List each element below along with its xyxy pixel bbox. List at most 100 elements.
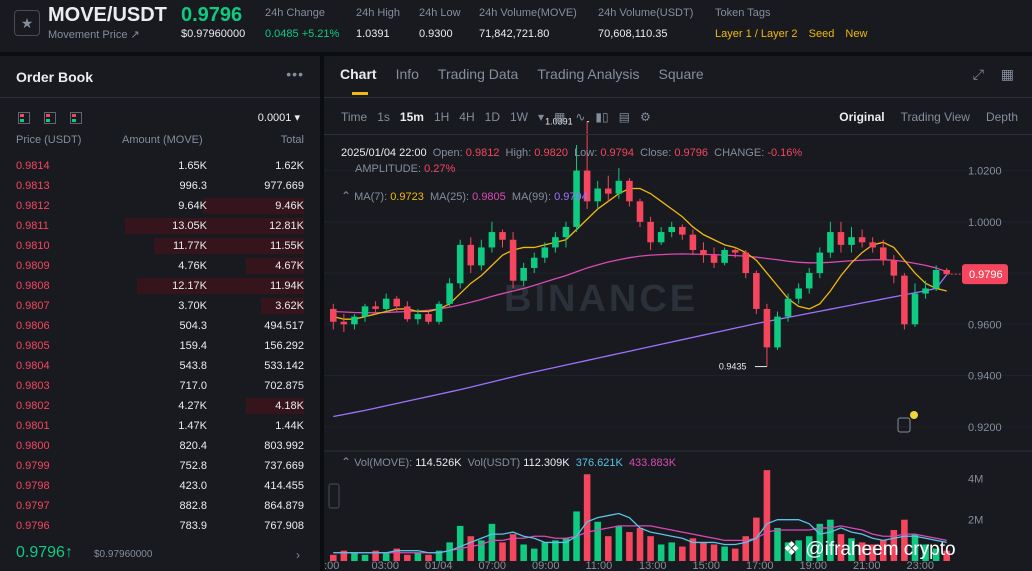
ohlc-close: 0.9796 <box>674 147 709 159</box>
view-trading-view[interactable]: Trading View <box>900 110 970 124</box>
ask-total: 4.18K <box>275 400 304 412</box>
fullscreen-icon[interactable]: ⤢ <box>972 66 984 82</box>
indicator-icon[interactable]: ∿ <box>575 110 586 124</box>
layout-grid-icon[interactable]: ▦ <box>1000 66 1014 82</box>
ask-row[interactable]: 0.9811 13.05K 12.81K <box>0 216 320 236</box>
candle-body <box>393 298 401 307</box>
ask-row[interactable]: 0.9812 9.64K 9.46K <box>0 196 320 216</box>
ask-row[interactable]: 0.9796 783.9 767.908 <box>0 516 320 536</box>
tab-trading-analysis[interactable]: Trading Analysis <box>537 66 640 82</box>
ask-row[interactable]: 0.9797 882.8 864.879 <box>0 496 320 516</box>
ask-amount: 13.05K <box>172 220 207 232</box>
tag-seed[interactable]: Seed <box>808 28 835 40</box>
ask-row[interactable]: 0.9802 4.27K 4.18K <box>0 396 320 416</box>
candle-body <box>837 232 845 245</box>
volume-bar <box>805 536 813 561</box>
ask-amount: 9.64K <box>178 200 207 212</box>
volume-bar <box>657 544 665 561</box>
volume-bar <box>509 534 517 561</box>
interval-time[interactable]: Time <box>341 110 368 124</box>
ask-total: 977.669 <box>264 180 304 192</box>
more-icon[interactable]: ••• <box>286 66 304 82</box>
symbol-subtitle[interactable]: Movement Price ↗ <box>48 29 140 41</box>
star-icon[interactable]: ★ <box>14 10 40 36</box>
ask-amount: 1.65K <box>178 160 207 172</box>
ask-row[interactable]: 0.9808 12.17K 11.94K <box>0 276 320 296</box>
ask-amount: 3.70K <box>178 300 207 312</box>
ask-amount: 717.0 <box>179 380 207 392</box>
ask-total: 767.908 <box>264 520 304 532</box>
drawing-tools-icon[interactable]: ▤ <box>618 110 630 124</box>
interval-4h[interactable]: 4H <box>459 110 475 124</box>
candle-body <box>414 314 422 320</box>
last-price: 0.9796 <box>181 4 243 26</box>
ask-price: 0.9805 <box>16 340 50 352</box>
ask-row[interactable]: 0.9809 4.76K 4.67K <box>0 256 320 276</box>
notification-dot <box>910 411 918 419</box>
ask-price: 0.9808 <box>16 280 50 292</box>
chevron-right-icon[interactable]: › <box>296 548 300 562</box>
ask-total: 4.67K <box>275 260 304 272</box>
tab-square[interactable]: Square <box>658 66 704 82</box>
chevron-down-icon[interactable]: ▾ <box>537 110 545 124</box>
ask-row[interactable]: 0.9799 752.8 737.669 <box>0 456 320 476</box>
ask-row[interactable]: 0.9798 423.0 414.455 <box>0 476 320 496</box>
ohlc-open: 0.9812 <box>465 147 500 159</box>
view-original[interactable]: Original <box>839 110 885 124</box>
ask-total: 12.81K <box>269 220 304 232</box>
asks-only-view-icon[interactable] <box>70 112 82 124</box>
candle-body <box>478 247 485 266</box>
ask-row[interactable]: 0.9805 159.4 156.292 <box>0 336 320 356</box>
divider <box>324 97 1032 98</box>
both-sides-view-icon[interactable] <box>18 112 30 124</box>
tag-layer[interactable]: Layer 1 / Layer 2 <box>715 28 798 40</box>
interval-1s[interactable]: 1s <box>377 110 390 124</box>
candle-type-icon[interactable]: ▮▯ <box>595 110 609 124</box>
collapse-icon[interactable]: ⌃ <box>341 189 352 203</box>
volume-bar <box>382 552 390 561</box>
tab-chart[interactable]: Chart <box>340 66 377 95</box>
time-tick-label: 17:00 <box>746 560 774 571</box>
interval-1d[interactable]: 1D <box>484 110 500 124</box>
ask-row[interactable]: 0.9804 543.8 533.142 <box>0 356 320 376</box>
volume-bar <box>351 552 358 561</box>
candle-body <box>816 252 824 274</box>
collapse-icon[interactable]: ⌃ <box>341 455 352 469</box>
candle-body <box>774 316 781 348</box>
ask-row[interactable]: 0.9814 1.65K 1.62K <box>0 156 320 176</box>
view-depth[interactable]: Depth <box>985 110 1018 124</box>
order-book-title: Order Book <box>16 69 94 85</box>
tick-size-select[interactable]: 0.0001 ▾ <box>257 112 300 124</box>
ask-row[interactable]: 0.9810 11.77K 11.55K <box>0 236 320 256</box>
tab-info[interactable]: Info <box>395 66 419 82</box>
candle-body <box>721 250 728 263</box>
candle-body <box>943 269 950 275</box>
ask-row[interactable]: 0.9801 1.47K 1.44K <box>0 416 320 436</box>
volume-bar <box>626 532 633 561</box>
ask-total: 864.879 <box>264 500 304 512</box>
ask-total: 11.94K <box>269 280 304 292</box>
ask-row[interactable]: 0.9800 820.4 803.992 <box>0 436 320 456</box>
symbol-title[interactable]: MOVE/USDT <box>48 4 167 26</box>
interval-15m[interactable]: 15m <box>399 110 424 124</box>
ask-row[interactable]: 0.9803 717.0 702.875 <box>0 376 320 396</box>
calendar-icon[interactable]: ▦ <box>554 110 566 124</box>
tab-trading-data[interactable]: Trading Data <box>437 66 519 82</box>
col-header-total: Total <box>280 134 304 146</box>
watermark-text: @ifraheem crypto <box>805 539 956 560</box>
ask-row[interactable]: 0.9806 504.3 494.517 <box>0 316 320 336</box>
volume-bar <box>467 536 475 561</box>
volume-tick-label: 2M <box>968 515 983 527</box>
ask-total: 533.142 <box>264 360 304 372</box>
bids-only-view-icon[interactable] <box>44 112 56 124</box>
ask-row[interactable]: 0.9807 3.70K 3.62K <box>0 296 320 316</box>
ask-amount: 996.3 <box>179 180 207 192</box>
candle-body <box>562 226 570 238</box>
interval-1w[interactable]: 1W <box>509 110 528 124</box>
interval-1h[interactable]: 1H <box>433 110 450 124</box>
gear-icon[interactable]: ⚙ <box>639 110 651 124</box>
token-tags: Layer 1 / Layer 2 Seed New <box>715 28 875 40</box>
tag-new[interactable]: New <box>845 28 868 40</box>
vol-ma10-value: 433.883K <box>628 457 677 469</box>
ask-row[interactable]: 0.9813 996.3 977.669 <box>0 176 320 196</box>
